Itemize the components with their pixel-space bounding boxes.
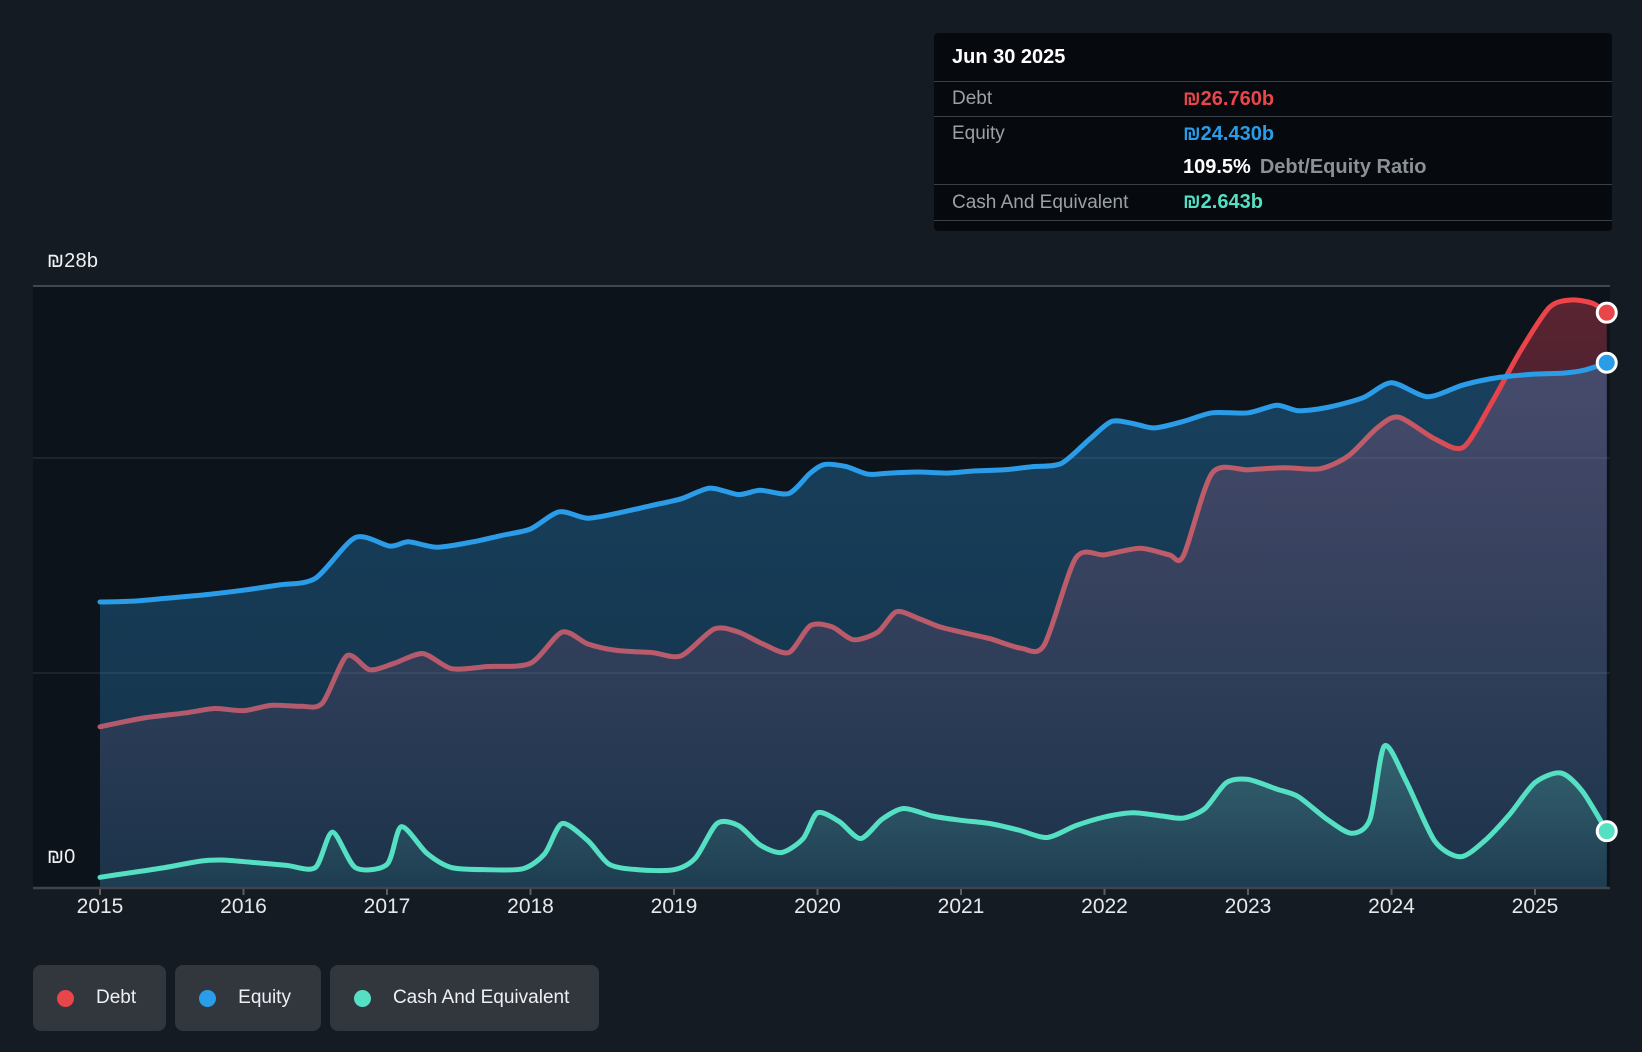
tooltip-debt-label: Debt [952,88,993,109]
debt-line [97,297,1610,730]
equity-line [97,360,1610,605]
equity-end-marker-dot[interactable] [1595,351,1618,374]
cash-end-marker-dot[interactable] [1595,820,1618,843]
tooltip-equity-label: Equity [952,123,1005,144]
chart-tooltip: Jun 30 2025 Debt ₪26.760b Equity ₪24.430… [934,33,1612,231]
legend-equity-label: Equity [238,987,291,1008]
tooltip-ratio-value: 109.5% [1183,156,1251,178]
tooltip-debt-value: ₪26.760b [1183,87,1275,110]
legend-debt-label: Debt [96,987,137,1008]
x-axis-label-2024: 2024 [1368,895,1415,918]
cash-line [97,743,1610,880]
x-axis-label-2015: 2015 [76,895,124,918]
series-lines [97,297,1610,880]
legend-item-equity[interactable]: Equity [175,965,321,1031]
y-axis-zero-label: ₪0 [47,846,76,868]
legend-item-cash[interactable]: Cash And Equivalent [329,965,600,1031]
x-axis-label-2023: 2023 [1224,895,1272,918]
equity-legend-dot-icon [199,989,217,1007]
y-axis-max-label: ₪28b [47,250,99,272]
tooltip-ratio-label: Debt/Equity Ratio [1259,156,1427,178]
cash-legend-dot-icon [353,989,371,1007]
x-axis-ticks [99,889,1536,895]
x-axis-label-2020: 2020 [794,895,841,918]
x-axis-label-2022: 2022 [1081,895,1128,918]
equity-area [100,362,1607,888]
series-end-markers [1595,301,1618,843]
chart-legend: Debt Equity Cash And Equivalent [33,965,600,1031]
x-axis-label-2019: 2019 [650,895,698,918]
legend-cash-label: Cash And Equivalent [392,987,570,1008]
legend-item-debt[interactable]: Debt [33,965,167,1031]
x-axis-label-2021: 2021 [937,895,985,918]
tooltip-cash-label: Cash And Equivalent [952,191,1129,213]
x-axis-label-2018: 2018 [507,895,554,918]
tooltip-equity-value: ₪24.430b [1183,122,1275,145]
x-axis-label-2016: 2016 [220,895,267,918]
debt-legend-dot-icon [57,989,74,1007]
tooltip-cash-value: ₪2.643b [1183,191,1263,213]
debt-end-marker-dot[interactable] [1595,301,1618,324]
x-axis-label-2025: 2025 [1511,895,1559,918]
x-axis-label-2017: 2017 [363,895,411,918]
tooltip-date: Jun 30 2025 [952,45,1066,68]
